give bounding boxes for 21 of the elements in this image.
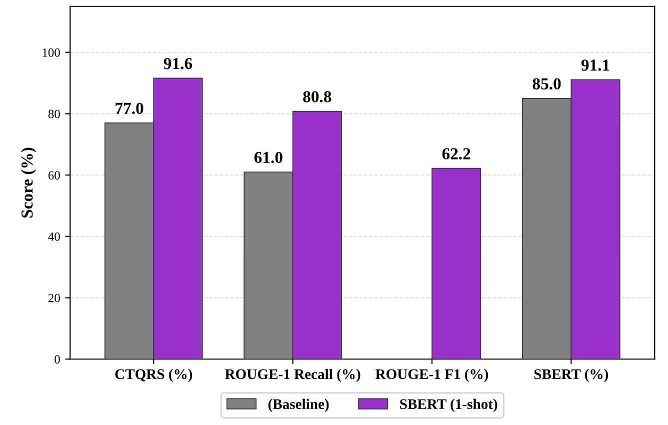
data-label: 62.2 [442, 148, 470, 160]
legend-label: (Baseline) [268, 398, 329, 412]
data-label: 61.0 [254, 152, 282, 164]
data-label: 91.6 [164, 58, 192, 70]
bar [432, 168, 482, 360]
x-tick-label: SBERT (%) [534, 368, 608, 382]
y-tick-label: 100 [42, 48, 60, 57]
y-tick-label: 80 [48, 110, 60, 118]
y-tick-label: 0 [54, 355, 60, 364]
legend-label: SBERT (1-shot) [400, 398, 498, 412]
y-tick-label: 60 [48, 171, 60, 180]
y-tick-label: 20 [48, 294, 60, 302]
data-label: 85.0 [532, 78, 561, 90]
data-label: 80.8 [303, 91, 332, 102]
data-label: 91.1 [581, 60, 610, 71]
data-label: 77.0 [116, 102, 144, 114]
x-tick-label: ROUGE-1 F1 (%) [376, 368, 488, 382]
x-tick-label: CTQRS (%) [115, 368, 192, 382]
x-tick-label: ROUGE-1 Recall (%) [225, 368, 360, 382]
y-tick-label: 40 [48, 232, 60, 241]
y-axis-title: Score (%) [21, 148, 36, 218]
